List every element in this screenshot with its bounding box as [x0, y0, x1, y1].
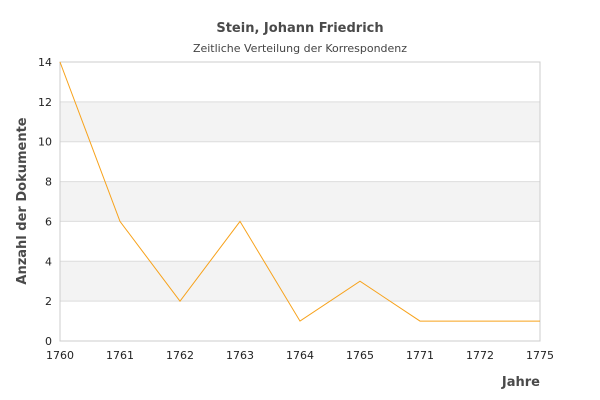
plot-bands [60, 101, 540, 302]
x-tick-label: 1775 [526, 349, 554, 362]
plot-frame [59, 61, 541, 342]
x-tick-label: 1763 [226, 349, 254, 362]
chart-subtitle: Zeitliche Verteilung der Korrespondenz [193, 42, 407, 55]
plot-band [60, 261, 540, 302]
x-tick-label: 1762 [166, 349, 194, 362]
plot-band [60, 101, 540, 142]
plot-band [60, 181, 540, 222]
x-tick-label: 1764 [286, 349, 314, 362]
x-axis-ticks: 1760 1761 1762 1763 1764 1765 1771 1772 1775 [46, 349, 554, 362]
y-tick-label: 12 [38, 96, 52, 109]
y-tick-label: 6 [45, 215, 52, 228]
y-tick-label: 10 [38, 136, 52, 149]
y-tick-label: 14 [38, 56, 52, 69]
x-axis-title: Jahre [501, 375, 540, 390]
x-tick-label: 1765 [346, 349, 374, 362]
x-tick-label: 1760 [46, 349, 74, 362]
y-axis-title: Anzahl der Dokumente [15, 117, 30, 284]
y-tick-label: 0 [45, 335, 52, 348]
x-tick-label: 1761 [106, 349, 134, 362]
y-axis-ticks: 0 2 4 6 8 10 12 14 [38, 56, 52, 348]
y-tick-label: 8 [45, 176, 52, 189]
y-tick-label: 4 [45, 255, 52, 268]
x-tick-label: 1771 [406, 349, 434, 362]
y-tick-label: 2 [45, 295, 52, 308]
chart-title: Stein, Johann Friedrich [216, 21, 383, 36]
x-tick-label: 1772 [466, 349, 494, 362]
series-line [59, 61, 540, 322]
grid-lines [60, 61, 540, 342]
